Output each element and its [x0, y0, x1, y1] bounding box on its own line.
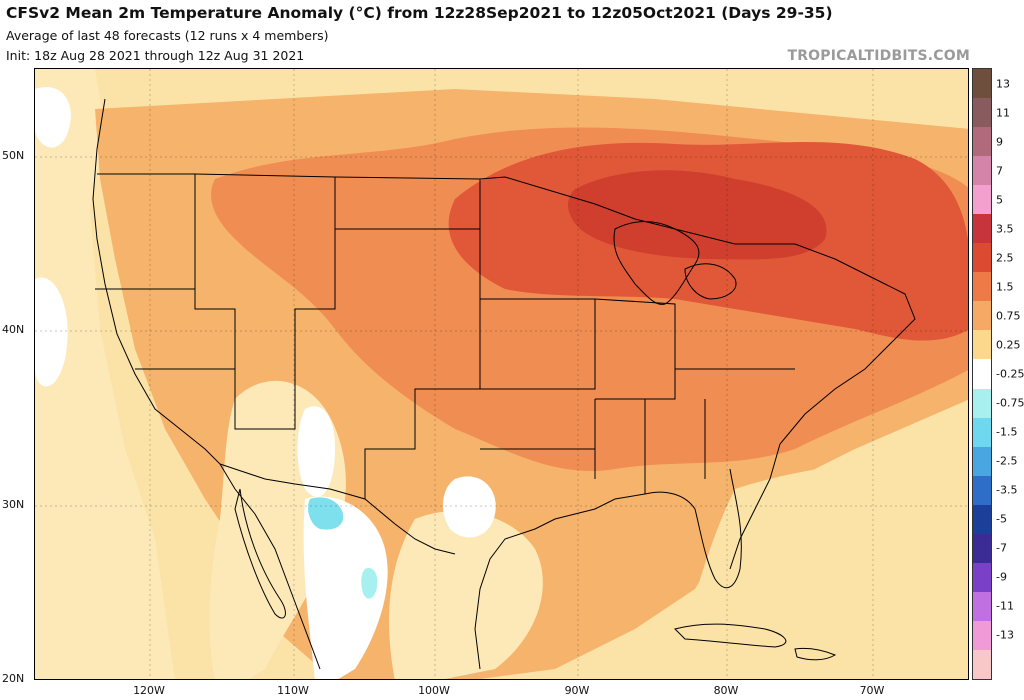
lon-label-120w: 120W — [133, 684, 165, 697]
colorbar-swatch — [973, 446, 991, 477]
colorbar-label: 9 — [996, 135, 1003, 149]
lon-label-90w: 90W — [564, 684, 590, 697]
colorbar-label: -2.5 — [996, 454, 1018, 468]
map-subtitle: Average of last 48 forecasts (12 runs x … — [6, 28, 329, 43]
colorbar-label: 13 — [996, 77, 1010, 91]
colorbar-swatch — [973, 388, 991, 419]
colorbar-swatch — [973, 214, 991, 244]
colorbar-label: 1.5 — [996, 280, 1014, 294]
colorbar-label: -5 — [996, 512, 1007, 526]
colorbar-label: 7 — [996, 164, 1003, 178]
pale-ocean-west — [35, 69, 175, 679]
colorbar-label: -9 — [996, 570, 1007, 584]
boundaries — [92, 98, 916, 670]
colorbar-swatch — [973, 98, 991, 128]
colorbar-label: -0.25 — [996, 367, 1024, 381]
colorbar — [972, 68, 992, 680]
init-time: Init: 18z Aug 28 2021 through 12z Aug 31… — [6, 48, 305, 63]
map-title: CFSv2 Mean 2m Temperature Anomaly (°C) f… — [6, 4, 833, 22]
colorbar-label: -0.75 — [996, 396, 1024, 410]
colorbar-swatch — [973, 243, 991, 273]
colorbar-swatch — [973, 562, 991, 593]
colorbar-label: 0.75 — [996, 309, 1021, 323]
colorbar-swatch — [973, 475, 991, 506]
pale-gulf-south — [389, 511, 543, 679]
colorbar-label: 0.25 — [996, 338, 1021, 352]
neutral-patch-nw — [35, 87, 71, 148]
colorbar-label: -1.5 — [996, 425, 1018, 439]
colorbar-swatch — [973, 69, 991, 99]
lon-label-100w: 100W — [418, 684, 450, 697]
map-frame — [34, 68, 969, 680]
anomaly-map — [35, 69, 968, 679]
colorbar-label: -13 — [996, 628, 1014, 642]
watermark: TROPICALTIDBITS.COM — [787, 48, 970, 64]
lon-label-80w: 80W — [713, 684, 739, 697]
colorbar-swatch — [973, 591, 991, 622]
colorbar-swatch — [973, 272, 991, 302]
graticule — [35, 69, 968, 679]
lon-label-110w: 110W — [277, 684, 309, 697]
colorbar-swatch — [973, 156, 991, 186]
colorbar-label: 2.5 — [996, 251, 1014, 265]
colorbar-swatch — [973, 359, 991, 390]
pale-atlantic — [675, 449, 968, 679]
cool-patch-north — [308, 497, 344, 530]
colorbar-swatch — [973, 185, 991, 215]
lat-label-50n: 50N — [2, 149, 25, 162]
colorbar-swatch — [973, 649, 991, 680]
colorbar-swatch — [973, 620, 991, 651]
hottest-zone — [568, 170, 827, 260]
colorbar-swatch — [973, 301, 991, 331]
colorbar-label: -11 — [996, 599, 1014, 613]
lat-label-30n: 30N — [2, 498, 25, 511]
neutral-patch-texas — [443, 476, 496, 538]
cool-patch-south — [361, 568, 378, 599]
colorbar-swatch — [973, 533, 991, 564]
colorbar-label: -3.5 — [996, 483, 1018, 497]
colorbar-label: 5 — [996, 193, 1003, 207]
colorbar-swatch — [973, 417, 991, 448]
lat-label-20n: 20N — [2, 672, 25, 685]
neutral-patch-mexico — [303, 496, 388, 679]
lat-label-40n: 40N — [2, 323, 25, 336]
colorbar-swatch — [973, 330, 991, 360]
header: CFSv2 Mean 2m Temperature Anomaly (°C) f… — [0, 0, 1024, 68]
colorbar-label: 3.5 — [996, 222, 1014, 236]
lon-label-70w: 70W — [859, 684, 885, 697]
colorbar-label: 11 — [996, 106, 1010, 120]
colorbar-label: -7 — [996, 541, 1007, 555]
colorbar-swatch — [973, 504, 991, 535]
colorbar-swatch — [973, 127, 991, 157]
neutral-patch-new-mexico — [297, 406, 335, 497]
neutral-patch-west — [35, 277, 68, 387]
